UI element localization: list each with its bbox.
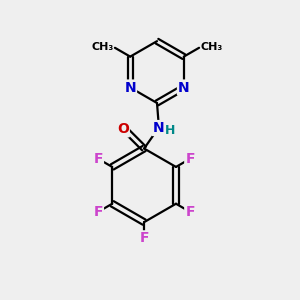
- Text: F: F: [140, 231, 149, 245]
- Text: F: F: [94, 152, 103, 166]
- Text: N: N: [153, 121, 164, 135]
- Text: N: N: [124, 80, 136, 94]
- Text: N: N: [178, 80, 190, 94]
- Text: F: F: [94, 205, 103, 219]
- Text: CH₃: CH₃: [92, 42, 114, 52]
- Text: CH₃: CH₃: [200, 42, 223, 52]
- Text: F: F: [185, 205, 195, 219]
- Text: H: H: [164, 124, 175, 137]
- Text: O: O: [117, 122, 129, 136]
- Text: F: F: [185, 152, 195, 166]
